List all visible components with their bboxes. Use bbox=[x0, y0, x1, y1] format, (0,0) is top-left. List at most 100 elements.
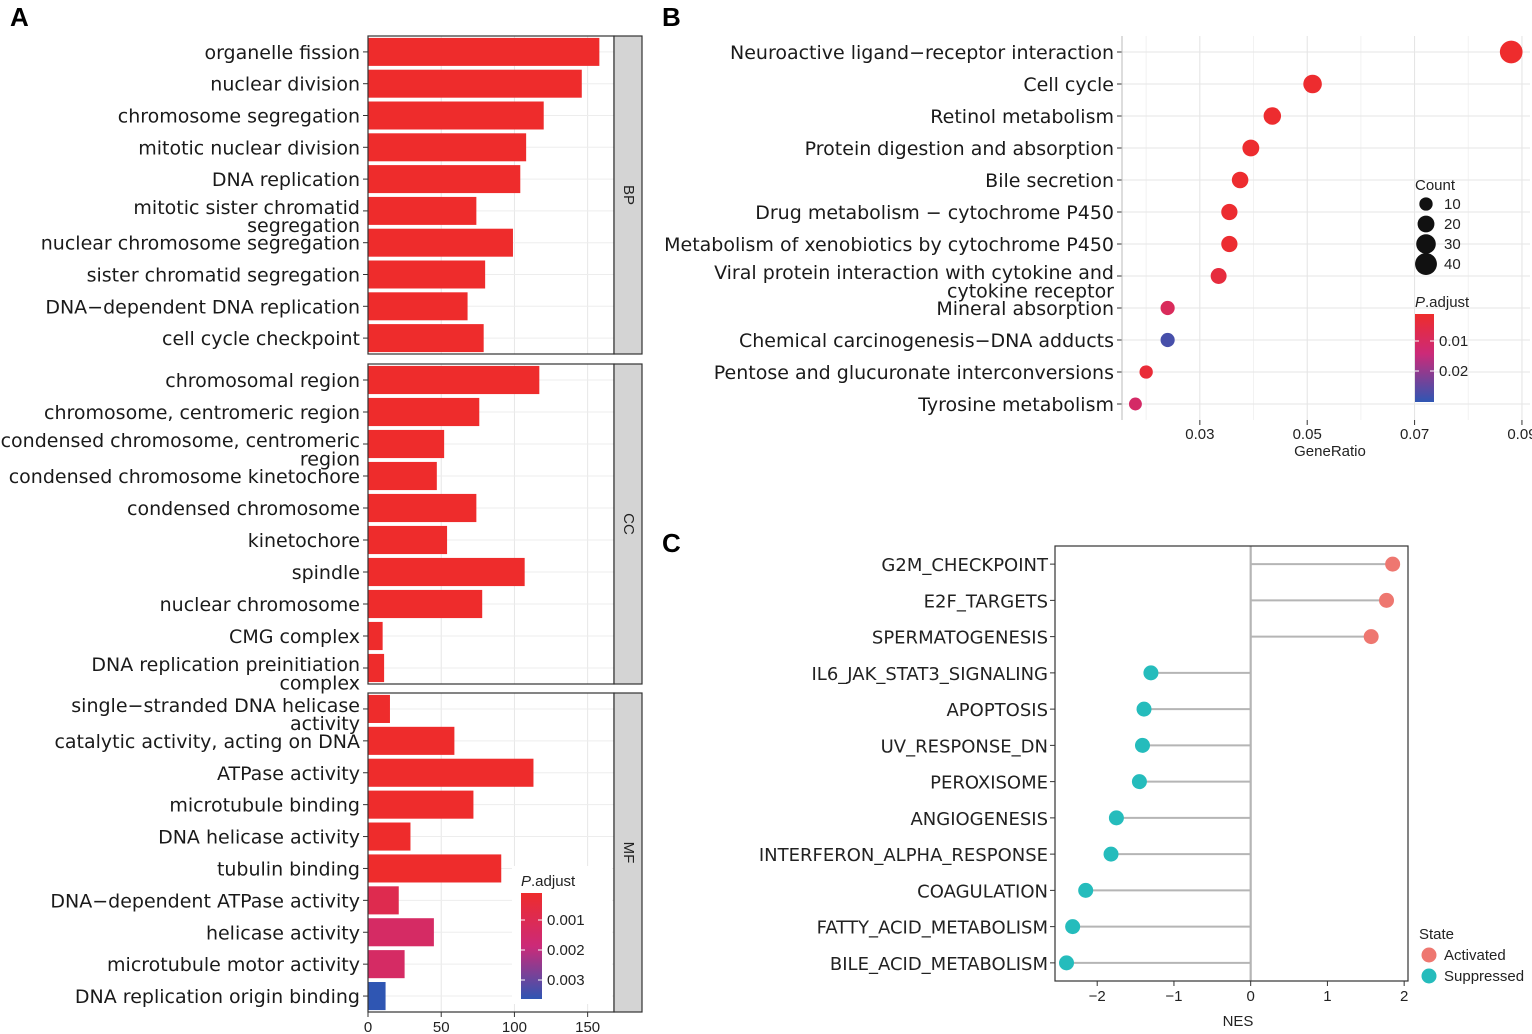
x-tick-label-1: −1 bbox=[1165, 988, 1182, 1005]
x-tick-label-1: 1 bbox=[1323, 988, 1331, 1005]
category-label-dna-dependent-atpase-activity: DNA−dependent ATPase activity bbox=[50, 890, 360, 912]
hallmark-label-il6-jak-stat3-signaling: IL6_JAK_STAT3_SIGNALING bbox=[812, 664, 1049, 685]
panel-label-b: B bbox=[662, 2, 681, 32]
bar-condensed-chromosome-kinetochore bbox=[368, 461, 437, 491]
bar-single-stranded-dna-helicase-activity bbox=[368, 694, 390, 723]
pathway-label-protein-digestion-and-absorption: Protein digestion and absorption bbox=[805, 138, 1114, 160]
category-label-condensed-chromosome-centromeric-region-line-2: region bbox=[300, 448, 360, 470]
facet-strip-label: CC bbox=[620, 513, 637, 535]
legend-size-label-40: 40 bbox=[1444, 256, 1461, 273]
category-label-tubulin-binding: tubulin binding bbox=[217, 858, 360, 880]
dot-bile-secretion bbox=[1231, 171, 1249, 189]
category-label-nuclear-chromosome-segregation: nuclear chromosome segregation bbox=[41, 233, 360, 255]
bar-condensed-chromosome-centromeric-region bbox=[368, 429, 445, 459]
hallmark-label-peroxisome: PEROXISOME bbox=[930, 773, 1048, 794]
dot-viral-protein-interaction-with-cytokine-and-cytokine-receptor bbox=[1210, 268, 1227, 284]
x-tick-label-0-03: 0.03 bbox=[1185, 426, 1214, 443]
legend-size-label-10: 10 bbox=[1444, 196, 1461, 213]
pathway-label-viral-protein-interaction-with-cytokine-and-cytokine-receptor: Viral protein interaction with cytokine … bbox=[714, 262, 1114, 302]
lollipop-interferon-alpha-response bbox=[1103, 846, 1119, 862]
bar-dna-replication bbox=[368, 165, 521, 194]
lollipop-uv-response-dn bbox=[1134, 737, 1150, 753]
legend-tick-0-001: 0.001 bbox=[547, 912, 585, 929]
x-axis-title-b: GeneRatio bbox=[1294, 443, 1366, 460]
category-label-mitotic-sister-chromatid-segregation: mitotic sister chromatid segregation bbox=[133, 197, 360, 237]
legend-state-title: State bbox=[1419, 926, 1454, 943]
bar-dna-replication-origin-binding bbox=[368, 982, 386, 1011]
legend-tick-0-02: 0.02 bbox=[1439, 363, 1468, 380]
pathway-label-metabolism-of-xenobiotics-by-cytochrome-p450: Metabolism of xenobiotics by cytochrome … bbox=[664, 234, 1114, 256]
legend-label-suppressed: Suppressed bbox=[1444, 968, 1524, 985]
hallmark-label-uv-response-dn: UV_RESPONSE_DN bbox=[881, 736, 1048, 757]
category-label-single-stranded-dna-helicase-activity: single−stranded DNA helicase activity bbox=[71, 695, 360, 735]
category-label-organelle-fission: organelle fission bbox=[204, 42, 360, 64]
facet-strip-bp bbox=[613, 35, 643, 355]
panel-c-lollipop-chart: G2M_CHECKPOINT E2F_TARGETS SPERMATOGENESIS… bbox=[759, 545, 1524, 1030]
hallmark-label-fatty-acid-metabolism: FATTY_ACID_METABOLISM bbox=[817, 918, 1048, 939]
legend-size-dot-20 bbox=[1417, 215, 1435, 233]
dot-drug-metabolism-cytochrome-p450 bbox=[1221, 203, 1238, 221]
legend-size-dot-40 bbox=[1415, 253, 1437, 275]
hallmark-label-coagulation: COAGULATION bbox=[917, 881, 1048, 902]
legend-dot-activated bbox=[1421, 947, 1437, 963]
legend-tick-0-01: 0.01 bbox=[1439, 333, 1468, 350]
pathway-label-tyrosine-metabolism: Tyrosine metabolism bbox=[917, 394, 1114, 416]
category-label-dna-replication-preinitiation-complex: DNA replication preinitiation complex bbox=[91, 654, 360, 694]
bar-mitotic-nuclear-division bbox=[368, 133, 527, 162]
bar-dna-dependent-dna-replication bbox=[368, 292, 468, 321]
x-axis-a: 0 50 100 150 bbox=[364, 1012, 600, 1034]
category-label-chromosomal-region: chromosomal region bbox=[165, 370, 360, 392]
lollipop-bile-acid-metabolism bbox=[1059, 955, 1075, 971]
x-tick-label-0-09: 0.09 bbox=[1507, 426, 1532, 443]
pathway-label-viral-protein-interaction-with-cytokine-and-cytokine-receptor-line-1: Viral protein interaction with cytokine … bbox=[714, 262, 1114, 284]
pathway-label-pentose-and-glucuronate-interconversions: Pentose and glucuronate interconversions bbox=[714, 362, 1114, 384]
category-label-spindle: spindle bbox=[292, 562, 360, 584]
legend-tick-0-003: 0.003 bbox=[547, 972, 585, 989]
dot-tyrosine-metabolism bbox=[1128, 397, 1142, 411]
hallmark-label-apoptosis: APOPTOSIS bbox=[946, 700, 1048, 721]
bar-tubulin-binding bbox=[368, 854, 502, 883]
category-label-nuclear-chromosome: nuclear chromosome bbox=[160, 594, 360, 616]
category-label-dna-helicase-activity: DNA helicase activity bbox=[158, 827, 360, 849]
x-axis-title-c: NES bbox=[1223, 1013, 1254, 1030]
plot-border-c bbox=[1054, 545, 1409, 982]
facet-strip-mf bbox=[613, 692, 643, 1013]
legend-color-bar bbox=[521, 893, 542, 999]
lollipop-apoptosis bbox=[1136, 701, 1152, 717]
legend-padjust-a: P.adjust 0.001 0.002 0.003 bbox=[512, 866, 612, 1004]
category-label-sister-chromatid-segregation: sister chromatid segregation bbox=[87, 265, 360, 287]
category-label-condensed-chromosome-centromeric-region: condensed chromosome, centromeric region bbox=[1, 430, 360, 470]
hallmark-label-interferon-alpha-response: INTERFERON_ALPHA_RESPONSE bbox=[759, 845, 1048, 866]
panel-b-dot-plot: Neuroactive ligand−receptor interaction C… bbox=[664, 36, 1532, 460]
legend-count-b: Count 10 20 30 40 bbox=[1415, 177, 1461, 275]
category-label-microtubule-motor-activity: microtubule motor activity bbox=[107, 954, 360, 976]
x-tick-label-2: −2 bbox=[1089, 988, 1106, 1005]
legend-tick-0-002: 0.002 bbox=[547, 942, 585, 959]
legend-size-dot-10 bbox=[1419, 197, 1433, 211]
category-label-dna-replication-preinitiation-complex-line-2: complex bbox=[279, 672, 360, 694]
pathway-label-mineral-absorption: Mineral absorption bbox=[936, 298, 1114, 320]
x-tick-label-0-05: 0.05 bbox=[1293, 426, 1322, 443]
bar-catalytic-activity-acting-on-dna bbox=[368, 726, 455, 755]
bar-kinetochore bbox=[368, 525, 448, 555]
category-label-mitotic-sister-chromatid-segregation-line-2: segregation bbox=[247, 215, 360, 237]
legend-title-rest: .adjust bbox=[531, 873, 576, 890]
bar-microtubule-motor-activity bbox=[368, 950, 405, 979]
bar-nuclear-chromosome bbox=[368, 589, 483, 619]
panel-a-bar-chart: organelle fission nuclear division chromos… bbox=[1, 35, 643, 1034]
bar-nuclear-division bbox=[368, 69, 582, 98]
category-label-dna-dependent-dna-replication: DNA−dependent DNA replication bbox=[45, 296, 360, 318]
facet-bp: organelle fission nuclear division chromos… bbox=[41, 35, 643, 355]
category-label-cmg-complex: CMG complex bbox=[229, 626, 360, 648]
category-label-condensed-chromosome: condensed chromosome bbox=[127, 498, 360, 520]
hallmark-label-spermatogenesis: SPERMATOGENESIS bbox=[872, 628, 1048, 649]
dot-neuroactive-ligand-receptor-interaction bbox=[1499, 40, 1523, 64]
panel-label-c: C bbox=[662, 528, 681, 558]
bar-nuclear-chromosome-segregation bbox=[368, 228, 513, 257]
lollipop-peroxisome bbox=[1131, 774, 1147, 790]
facet-strip-cc bbox=[613, 363, 643, 685]
bar-microtubule-binding bbox=[368, 790, 474, 819]
lollipop-e2f-targets bbox=[1379, 592, 1395, 608]
x-tick-label-2: 2 bbox=[1400, 988, 1408, 1005]
